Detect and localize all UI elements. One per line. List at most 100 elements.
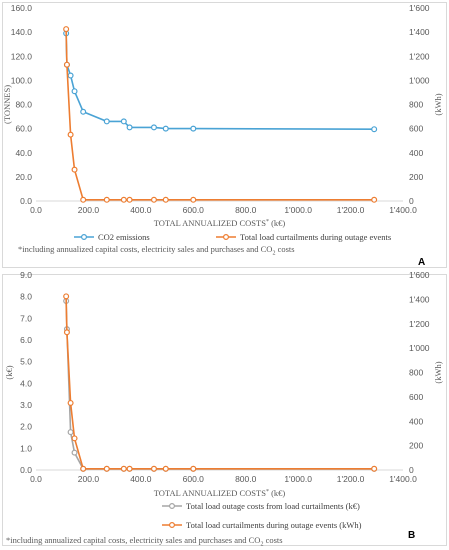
data-point [67,429,74,436]
y-axis-left-label: (TONNES) [2,85,12,124]
y-right-tick-label: 1'000 [409,343,430,353]
y-axis-right-label: (kWh) [433,93,443,115]
x-tick-label: 1'400.0 [389,205,417,215]
chart-panel-a: 0.0 20.0 40.0 60.0 80.0 100.0 120.0 140.0 160.0 0… [0,0,449,272]
y-left-tick-label: 9.0 [20,270,32,280]
data-point [67,399,74,406]
y-left-tick-label: 7.0 [20,313,32,323]
panel-label: B [408,530,416,541]
y-right-tick-label: 200 [409,172,423,182]
y-axis-right-label: (kWh) [433,361,443,383]
y-left-tick-label: 5.0 [20,357,32,367]
series-line [65,29,375,201]
y-axis-left-label: (k€) [4,365,14,379]
data-point [162,196,169,203]
data-point [63,329,70,336]
y-right-tick-label: 800 [409,368,423,378]
y-right-tick-label: 1'600 [409,270,430,280]
chart-a-svg: 0.0 20.0 40.0 60.0 80.0 100.0 120.0 140.0 160.0 0… [2,3,443,242]
data-point [103,118,110,125]
data-point [120,118,127,125]
data-point [103,465,110,472]
data-point [150,196,157,203]
y-left-tick-label: 2.0 [20,422,32,432]
x-tick-label: 200.0 [78,205,100,215]
x-tick-label: 600.0 [183,205,205,215]
data-point [71,435,78,442]
footnote: *including annualized capital costs, ele… [18,244,295,257]
x-tick-label: 1'200.0 [337,474,365,484]
x-tick-label: 1'400.0 [389,474,417,484]
y-right-tick-label: 1'600 [409,3,430,13]
y-left-tick-label: 0.0 [20,465,32,475]
data-point [63,61,70,68]
y-right-tick-label: 1'400 [409,27,430,37]
legend-marker [80,234,87,241]
x-tick-label: 1'200.0 [337,205,365,215]
data-point [371,465,378,472]
y-left-tick-label: 60.0 [15,124,32,134]
y-left-tick-label: 0.0 [20,196,32,206]
data-point [371,196,378,203]
series-line [65,300,375,470]
panel-label: A [418,257,426,268]
chart-panel-b: 0.0 1.0 2.0 3.0 4.0 5.0 6.0 7.0 8.0 9.0 0 200 400 600… [0,270,449,550]
y-left-tick-label: 80.0 [15,100,32,110]
chart-frame [2,2,447,268]
data-point [162,465,169,472]
data-point [80,108,87,115]
data-point [80,465,87,472]
data-point [63,26,70,33]
data-point [371,126,378,133]
x-tick-label: 1'000.0 [284,474,312,484]
legend-entry: Total load outage costs from load curtai… [186,501,360,511]
y-right-tick-label: 200 [409,441,423,451]
y-left-tick-label: 8.0 [20,292,32,302]
x-tick-label: 400.0 [130,205,152,215]
y-left-tick-label: 4.0 [20,378,32,388]
x-axis-label: TOTAL ANNUALIZED COSTS* (k€) [154,218,286,228]
data-point [71,166,78,173]
y-right-tick-label: 600 [409,124,423,134]
y-left-tick-label: 3.0 [20,400,32,410]
legend-marker [169,503,176,510]
y-right-tick-label: 1'200 [409,319,430,329]
legend-marker [223,234,230,241]
chart-frame [2,274,447,546]
x-tick-label: 800.0 [235,205,257,215]
y-left-tick-label: 1.0 [20,443,32,453]
x-axis-label: TOTAL ANNUALIZED COSTS* (k€) [154,488,286,498]
data-point [162,125,169,132]
data-point [150,124,157,131]
chart-b-svg: 0.0 1.0 2.0 3.0 4.0 5.0 6.0 7.0 8.0 9.0 0 200 400 600… [4,270,443,530]
data-point [126,465,133,472]
data-point [150,465,157,472]
y-left-tick-label: 120.0 [11,51,33,61]
data-point [126,196,133,203]
data-point [190,465,197,472]
x-tick-label: 600.0 [183,474,205,484]
y-right-tick-label: 1'400 [409,294,430,304]
data-point [103,196,110,203]
data-point [80,196,87,203]
y-right-tick-label: 0 [409,465,414,475]
data-point [71,449,78,456]
series-line [65,296,375,470]
y-right-tick-label: 1'000 [409,75,430,85]
data-point [190,125,197,132]
data-point [190,196,197,203]
y-right-tick-label: 600 [409,392,423,402]
data-point [71,88,78,95]
data-point [120,196,127,203]
y-right-tick-label: 1'200 [409,51,430,61]
y-left-tick-label: 40.0 [15,148,32,158]
y-left-tick-label: 6.0 [20,335,32,345]
y-left-tick-label: 20.0 [15,172,32,182]
x-tick-label: 200.0 [78,474,100,484]
data-point [126,124,133,131]
series-line [65,33,375,130]
y-right-tick-label: 400 [409,416,423,426]
legend-marker [169,522,176,529]
y-left-tick-label: 140.0 [11,27,33,37]
y-right-tick-label: 0 [409,196,414,206]
